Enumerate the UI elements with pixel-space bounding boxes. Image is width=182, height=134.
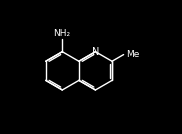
Text: Me: Me	[126, 50, 140, 59]
Text: N: N	[92, 47, 99, 57]
Text: NH₂: NH₂	[53, 29, 70, 38]
